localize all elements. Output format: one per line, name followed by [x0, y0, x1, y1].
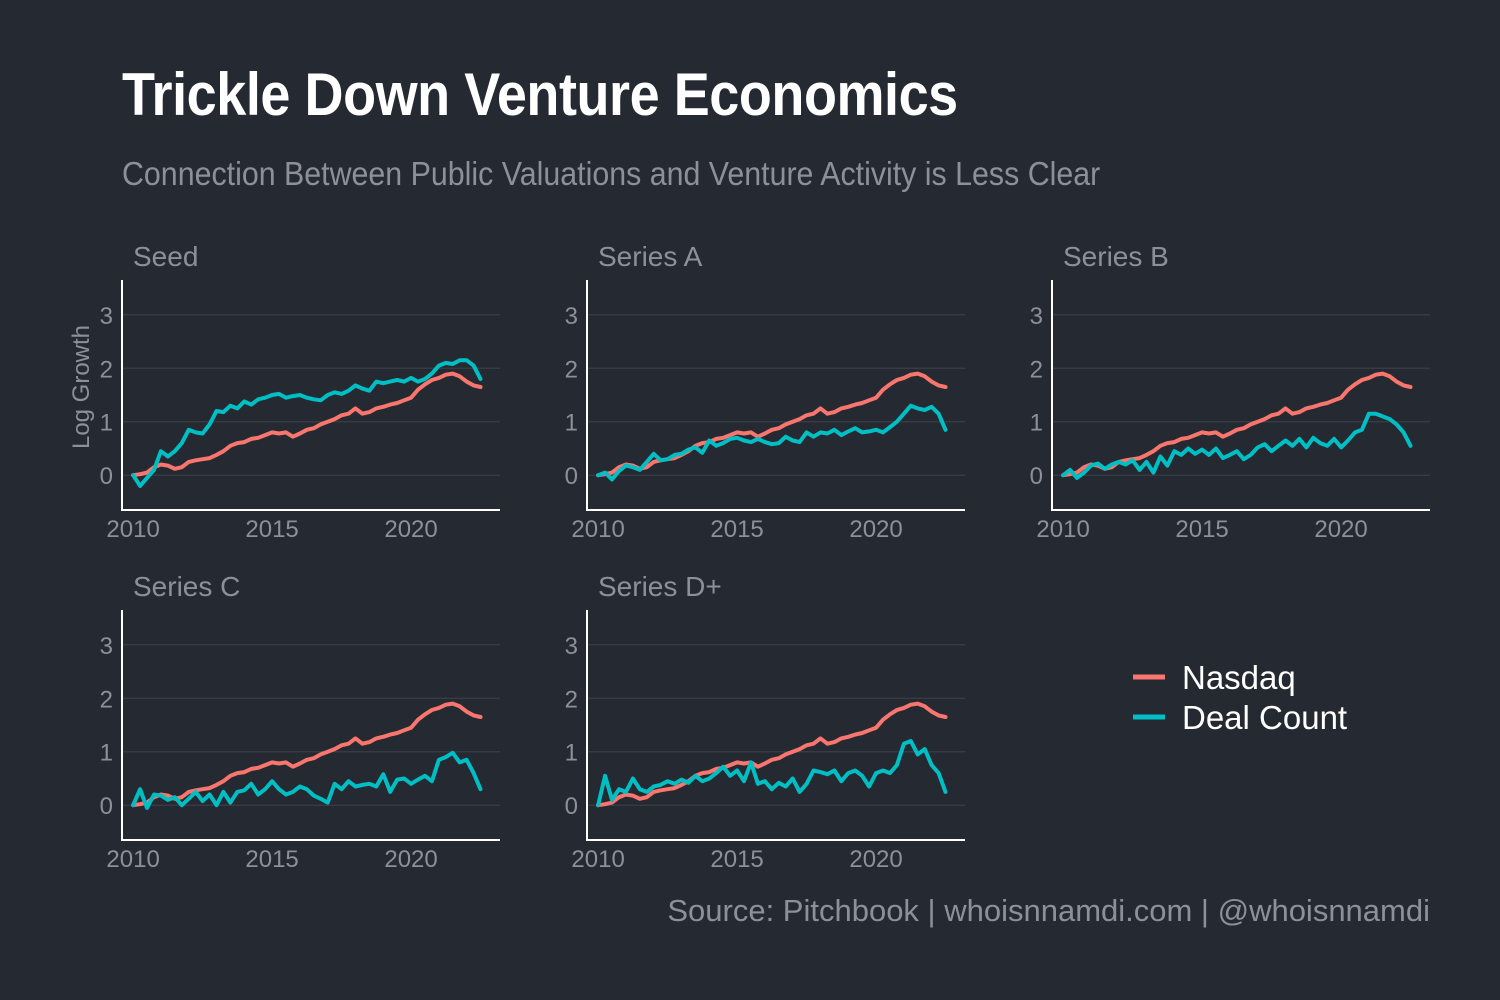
y-tick-label: 0 [565, 463, 578, 490]
x-tick-label: 2010 [106, 516, 159, 543]
x-tick-label: 2010 [1036, 516, 1089, 543]
y-tick-label: 2 [100, 686, 113, 713]
legend-label-nasdaq: Nasdaq [1182, 659, 1296, 696]
chart-subtitle: Connection Between Public Valuations and… [122, 155, 1101, 192]
chart-title: Trickle Down Venture Economics [122, 61, 958, 128]
series-line-nasdaq [596, 701, 948, 808]
series-line-deal-count [1061, 411, 1413, 480]
x-tick-label: 2010 [571, 516, 624, 543]
x-tick-label: 2020 [384, 516, 437, 543]
panel-title: Series A [598, 241, 703, 272]
x-tick-label: 2015 [245, 846, 298, 873]
y-tick-label: 1 [100, 740, 113, 767]
y-tick-label: 2 [565, 356, 578, 383]
y-tick-label: 3 [565, 633, 578, 660]
x-tick-label: 2020 [384, 846, 437, 873]
y-tick-label: 3 [100, 633, 113, 660]
y-tick-label: 3 [100, 303, 113, 330]
y-tick-label: 1 [100, 410, 113, 437]
x-tick-label: 2010 [106, 846, 159, 873]
x-tick-label: 2010 [571, 846, 624, 873]
panel-seed: Seed 0 1 2 3 2010 2015 2020 Log Growth [68, 241, 500, 543]
y-axis-label: Log Growth [68, 325, 95, 449]
x-tick-label: 2015 [710, 516, 763, 543]
y-tick-label: 3 [1030, 303, 1043, 330]
panel-series-b: Series B 0 1 2 3 2010 2015 2020 [1030, 241, 1430, 543]
x-tick-label: 2020 [1314, 516, 1367, 543]
series-line-deal-count [131, 358, 483, 488]
y-tick-label: 0 [100, 463, 113, 490]
x-tick-label: 2015 [1175, 516, 1228, 543]
series-line-nasdaq [596, 371, 948, 478]
series-line-nasdaq [1061, 371, 1413, 478]
x-tick-label: 2020 [849, 846, 902, 873]
panel-title: Series D+ [598, 571, 722, 602]
y-tick-label: 1 [565, 740, 578, 767]
y-tick-label: 0 [1030, 463, 1043, 490]
series-line-deal-count [596, 739, 948, 808]
series-line-deal-count [596, 403, 948, 482]
x-tick-label: 2015 [245, 516, 298, 543]
y-tick-label: 2 [565, 686, 578, 713]
series-line-nasdaq [131, 371, 483, 478]
panel-series-a: Series A 0 1 2 3 2010 2015 2020 [565, 241, 965, 543]
y-tick-label: 0 [565, 793, 578, 820]
y-tick-label: 1 [1030, 410, 1043, 437]
legend-label-deal-count: Deal Count [1182, 699, 1347, 736]
y-tick-label: 1 [565, 410, 578, 437]
y-tick-label: 0 [100, 793, 113, 820]
y-tick-label: 2 [100, 356, 113, 383]
panel-title: Seed [133, 241, 198, 272]
panel-title: Series B [1063, 241, 1169, 272]
series-line-nasdaq [131, 701, 483, 808]
panel-title: Series C [133, 571, 240, 602]
source-caption: Source: Pitchbook | whoisnnamdi.com | @w… [667, 893, 1430, 928]
y-tick-label: 3 [565, 303, 578, 330]
x-tick-label: 2020 [849, 516, 902, 543]
series-line-deal-count [131, 750, 483, 810]
panel-series-c: Series C 0 1 2 3 2010 2015 2020 [100, 571, 500, 873]
y-tick-label: 2 [1030, 356, 1043, 383]
panel-series-d: Series D+ 0 1 2 3 2010 2015 2020 [565, 571, 965, 873]
x-tick-label: 2015 [710, 846, 763, 873]
